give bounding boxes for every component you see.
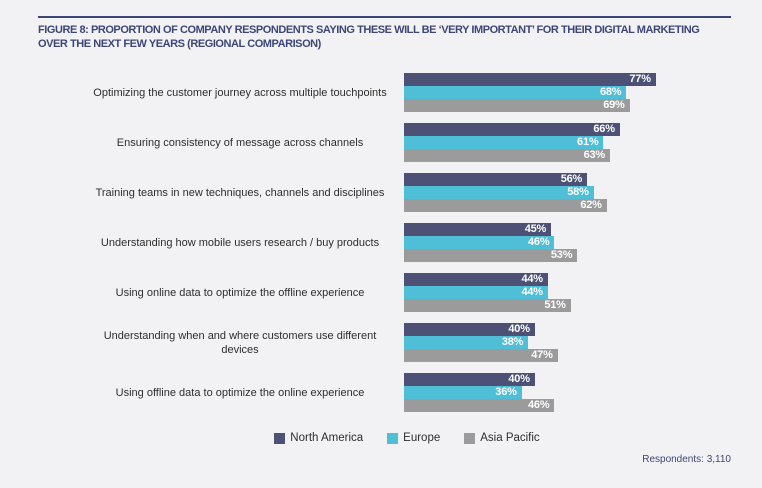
bar-asia-pacific: 53%	[404, 249, 578, 262]
bar-value-label: 44%	[521, 286, 543, 298]
bar-value-label: 51%	[544, 299, 566, 311]
bar-north-america: 45%	[404, 223, 552, 236]
bar-value-label: 61%	[577, 136, 599, 148]
category-label: Using online data to optimize the offlin…	[115, 286, 365, 299]
category-label: Using offline data to optimize the onlin…	[115, 386, 365, 399]
legend-label: Europe	[403, 432, 441, 444]
bar-asia-pacific: 51%	[404, 299, 571, 312]
bar-chart: Optimizing the customer journey across m…	[38, 73, 731, 412]
bar-value-label: 58%	[567, 186, 589, 198]
bar-value-label: 62%	[580, 199, 602, 211]
chart-row: Optimizing the customer journey across m…	[38, 73, 731, 112]
legend-label: North America	[290, 432, 364, 444]
bar-north-america: 44%	[404, 273, 548, 286]
bar-north-america: 66%	[404, 123, 620, 136]
bar-europe: 36%	[404, 386, 522, 399]
bar-asia-pacific: 69%	[404, 99, 630, 112]
bar-europe: 44%	[404, 286, 548, 299]
chart-row: Using offline data to optimize the onlin…	[38, 373, 731, 412]
bar-value-label: 40%	[508, 373, 530, 385]
bar-group: 45% 46% 53%	[404, 223, 731, 262]
legend-item-asia-pacific: Asia Pacific	[464, 432, 540, 444]
bar-group: 56% 58% 62%	[404, 173, 731, 212]
legend-swatch-icon	[274, 432, 286, 444]
bar-value-label: 38%	[501, 336, 524, 348]
bar-europe: 58%	[404, 186, 594, 199]
top-rule	[38, 16, 731, 18]
bar-value-label: 77%	[629, 73, 651, 85]
chart-row: Using online data to optimize the offlin…	[38, 273, 731, 312]
bar-value-label: 69%	[603, 99, 625, 111]
bar-group: 66% 61% 63%	[404, 123, 731, 162]
bar-asia-pacific: 46%	[404, 399, 555, 412]
bar-value-label: 46%	[527, 236, 550, 248]
bar-value-label: 46%	[527, 399, 550, 411]
bar-value-label: 40%	[508, 323, 530, 335]
figure-title: FIGURE 8: PROPORTION OF COMPANY RESPONDE…	[38, 24, 700, 50]
legend-swatch-icon	[387, 432, 399, 444]
legend-item-north-america: North America	[274, 432, 363, 444]
bar-north-america: 40%	[404, 373, 535, 386]
category-label: Optimizing the customer journey across m…	[93, 86, 387, 99]
bar-group: 40% 38% 47%	[404, 323, 731, 362]
legend-item-europe: Europe	[387, 432, 440, 444]
bar-europe: 46%	[404, 236, 555, 249]
category-label: Ensuring consistency of message across c…	[116, 136, 364, 149]
bar-group: 44% 44% 51%	[404, 273, 731, 312]
bar-europe: 68%	[404, 86, 627, 99]
chart-row: Ensuring consistency of message across c…	[38, 123, 731, 162]
chart-row: Training teams in new techniques, channe…	[38, 173, 731, 212]
bar-asia-pacific: 47%	[404, 349, 558, 362]
respondents-note: Respondents: 3,110	[642, 454, 731, 465]
bar-value-label: 44%	[521, 273, 543, 285]
chart-row: Understanding how mobile users research …	[38, 223, 731, 262]
bar-value-label: 36%	[495, 386, 517, 398]
category-label: Training teams in new techniques, channe…	[95, 186, 385, 199]
chart-legend: North America Europe Asia Pacific	[38, 432, 731, 444]
bar-value-label: 53%	[550, 249, 573, 261]
bar-value-label: 68%	[599, 86, 622, 98]
bar-europe: 61%	[404, 136, 604, 149]
bar-north-america: 56%	[404, 173, 588, 186]
bar-value-label: 47%	[531, 349, 553, 361]
bar-value-label: 63%	[583, 149, 606, 161]
bar-value-label: 56%	[560, 173, 583, 185]
bar-group: 40% 36% 46%	[404, 373, 731, 412]
category-label: Understanding how mobile users research …	[100, 236, 380, 249]
bar-asia-pacific: 63%	[404, 149, 610, 162]
bar-north-america: 40%	[404, 323, 535, 336]
bar-value-label: 45%	[524, 223, 547, 235]
legend-label: Asia Pacific	[480, 432, 540, 444]
bar-value-label: 66%	[593, 123, 615, 135]
bar-north-america: 77%	[404, 73, 656, 86]
bar-group: 77% 68% 69%	[404, 73, 731, 112]
bar-asia-pacific: 62%	[404, 199, 607, 212]
category-label: Understanding when and where customers u…	[103, 329, 377, 356]
chart-row: Understanding when and where customers u…	[38, 323, 731, 362]
bar-europe: 38%	[404, 336, 529, 349]
legend-swatch-icon	[464, 432, 476, 444]
